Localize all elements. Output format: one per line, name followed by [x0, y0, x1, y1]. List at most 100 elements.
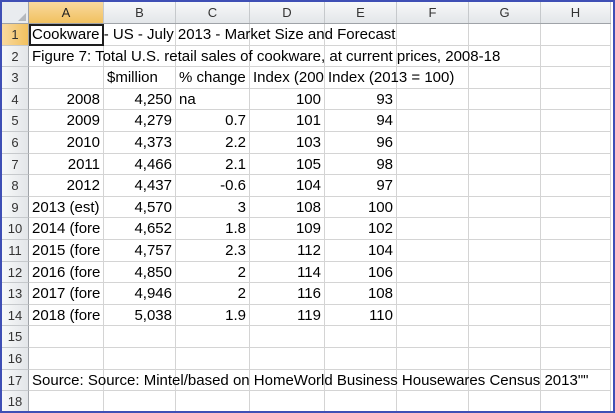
cell-a6[interactable]: 2010 — [29, 131, 104, 154]
cell-a15[interactable] — [29, 326, 104, 348]
select-all-corner[interactable] — [2, 2, 29, 23]
cell-c14[interactable]: 1.9 — [176, 304, 250, 327]
cell-f6[interactable] — [397, 131, 469, 154]
cell-d5[interactable]: 101 — [250, 110, 325, 132]
row-header[interactable]: 8 — [2, 175, 29, 197]
row-header[interactable]: 5 — [2, 110, 29, 132]
cell-f12[interactable] — [397, 261, 469, 284]
cell-h9[interactable] — [541, 196, 611, 219]
cell-g6[interactable] — [469, 131, 541, 154]
cell-h5[interactable] — [541, 110, 611, 132]
cell-h2[interactable] — [541, 45, 611, 68]
column-header-c[interactable]: C — [176, 2, 250, 23]
column-header-g[interactable]: G — [469, 2, 541, 23]
cell-a5[interactable]: 2009 — [29, 110, 104, 132]
row-header[interactable]: 2 — [2, 45, 29, 68]
cell-e10[interactable]: 102 — [325, 218, 397, 240]
cell-a14[interactable]: 2018 (fore — [29, 304, 104, 327]
cell-h11[interactable] — [541, 239, 611, 262]
cell-b2[interactable] — [104, 45, 176, 68]
cell-b8[interactable]: 4,437 — [104, 175, 176, 197]
cell-f2[interactable] — [397, 45, 469, 68]
cell-b17[interactable] — [104, 369, 176, 392]
cell-g2[interactable] — [469, 45, 541, 68]
cell-g14[interactable] — [469, 304, 541, 327]
cell-g4[interactable] — [469, 88, 541, 111]
column-header-a[interactable]: A — [29, 2, 104, 23]
cell-e13[interactable]: 108 — [325, 283, 397, 305]
cell-b6[interactable]: 4,373 — [104, 131, 176, 154]
cell-a7[interactable]: 2011 — [29, 153, 104, 176]
cell-c6[interactable]: 2.2 — [176, 131, 250, 154]
cell-e7[interactable]: 98 — [325, 153, 397, 176]
row-header[interactable]: 17 — [2, 369, 29, 392]
row-header[interactable]: 6 — [2, 131, 29, 154]
cell-a9[interactable]: 2013 (est) — [29, 196, 104, 219]
cell-h7[interactable] — [541, 153, 611, 176]
cell-e1[interactable] — [325, 24, 397, 46]
cell-e8[interactable]: 97 — [325, 175, 397, 197]
row-header[interactable]: 15 — [2, 326, 29, 348]
cell-g5[interactable] — [469, 110, 541, 132]
cell-c11[interactable]: 2.3 — [176, 239, 250, 262]
cell-h14[interactable] — [541, 304, 611, 327]
cell-d6[interactable]: 103 — [250, 131, 325, 154]
cell-b13[interactable]: 4,946 — [104, 283, 176, 305]
cell-b1[interactable] — [104, 24, 176, 46]
cell-h1[interactable] — [541, 24, 611, 46]
cell-c4[interactable]: na — [176, 88, 250, 111]
cell-d1[interactable] — [250, 24, 325, 46]
cell-a18[interactable] — [29, 391, 104, 411]
row-header[interactable]: 7 — [2, 153, 29, 176]
cell-e18[interactable] — [325, 391, 397, 411]
cell-e16[interactable] — [325, 347, 397, 370]
cell-f15[interactable] — [397, 326, 469, 348]
cell-f1[interactable] — [397, 24, 469, 46]
cell-h16[interactable] — [541, 347, 611, 370]
cell-a1[interactable]: Cookware - US - July 2013 - Market Size … — [29, 24, 395, 46]
cell-g9[interactable] — [469, 196, 541, 219]
cell-d8[interactable]: 104 — [250, 175, 325, 197]
cell-d10[interactable]: 109 — [250, 218, 325, 240]
cell-b3[interactable]: $million — [104, 67, 176, 89]
cell-e6[interactable]: 96 — [325, 131, 397, 154]
cell-c17[interactable] — [176, 369, 250, 392]
cell-b12[interactable]: 4,850 — [104, 261, 176, 284]
column-header-e[interactable]: E — [325, 2, 397, 23]
cell-d15[interactable] — [250, 326, 325, 348]
cell-f16[interactable] — [397, 347, 469, 370]
cell-g13[interactable] — [469, 283, 541, 305]
cell-a4[interactable]: 2008 — [29, 88, 104, 111]
cell-c16[interactable] — [176, 347, 250, 370]
cell-f11[interactable] — [397, 239, 469, 262]
cell-b16[interactable] — [104, 347, 176, 370]
cell-d12[interactable]: 114 — [250, 261, 325, 284]
row-header[interactable]: 12 — [2, 261, 29, 284]
cell-c15[interactable] — [176, 326, 250, 348]
cell-c1[interactable] — [176, 24, 250, 46]
cell-h15[interactable] — [541, 326, 611, 348]
cell-e17[interactable] — [325, 369, 397, 392]
cell-f18[interactable] — [397, 391, 469, 411]
row-header[interactable]: 10 — [2, 218, 29, 240]
row-header[interactable]: 11 — [2, 239, 29, 262]
cell-d2[interactable] — [250, 45, 325, 68]
cell-a2[interactable]: Figure 7: Total U.S. retail sales of coo… — [29, 45, 500, 68]
cell-g8[interactable] — [469, 175, 541, 197]
cell-b18[interactable] — [104, 391, 176, 411]
cell-f17[interactable] — [397, 369, 469, 392]
cell-h17[interactable] — [541, 369, 611, 392]
cell-f7[interactable] — [397, 153, 469, 176]
cell-g15[interactable] — [469, 326, 541, 348]
cell-e3[interactable]: Index (2013 = 100) — [325, 67, 454, 89]
cell-c8[interactable]: -0.6 — [176, 175, 250, 197]
column-header-f[interactable]: F — [397, 2, 469, 23]
cell-f4[interactable] — [397, 88, 469, 111]
cell-d18[interactable] — [250, 391, 325, 411]
cell-b4[interactable]: 4,250 — [104, 88, 176, 111]
row-header[interactable]: 13 — [2, 283, 29, 305]
cell-a12[interactable]: 2016 (fore — [29, 261, 104, 284]
row-header[interactable]: 14 — [2, 304, 29, 327]
cell-h12[interactable] — [541, 261, 611, 284]
cell-g16[interactable] — [469, 347, 541, 370]
